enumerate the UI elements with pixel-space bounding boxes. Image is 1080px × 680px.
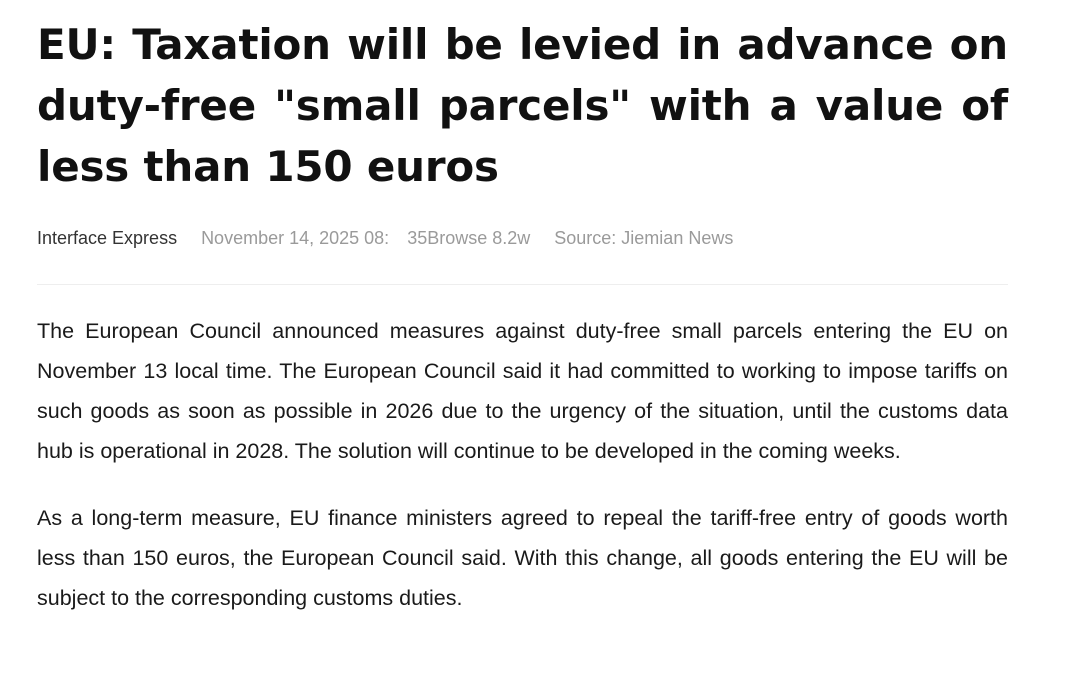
publish-date: November 14, 2025 08: <box>201 227 390 248</box>
author-link[interactable]: Interface Express <box>37 227 178 248</box>
divider <box>37 284 1008 285</box>
article-source: Source: Jiemian News <box>554 227 734 248</box>
article-title: EU: Taxation will be levied in advance o… <box>37 20 1008 191</box>
article-meta: Interface Express November 14, 2025 08: … <box>37 225 1008 251</box>
article: EU: Taxation will be levied in advance o… <box>37 14 1008 645</box>
paragraph: The European Council announced measures … <box>37 319 1008 463</box>
view-count: 35Browse 8.2w <box>407 227 531 248</box>
article-body: The European Council announced measures … <box>37 311 1008 618</box>
paragraph: As a long-term measure, EU finance minis… <box>37 506 1008 610</box>
